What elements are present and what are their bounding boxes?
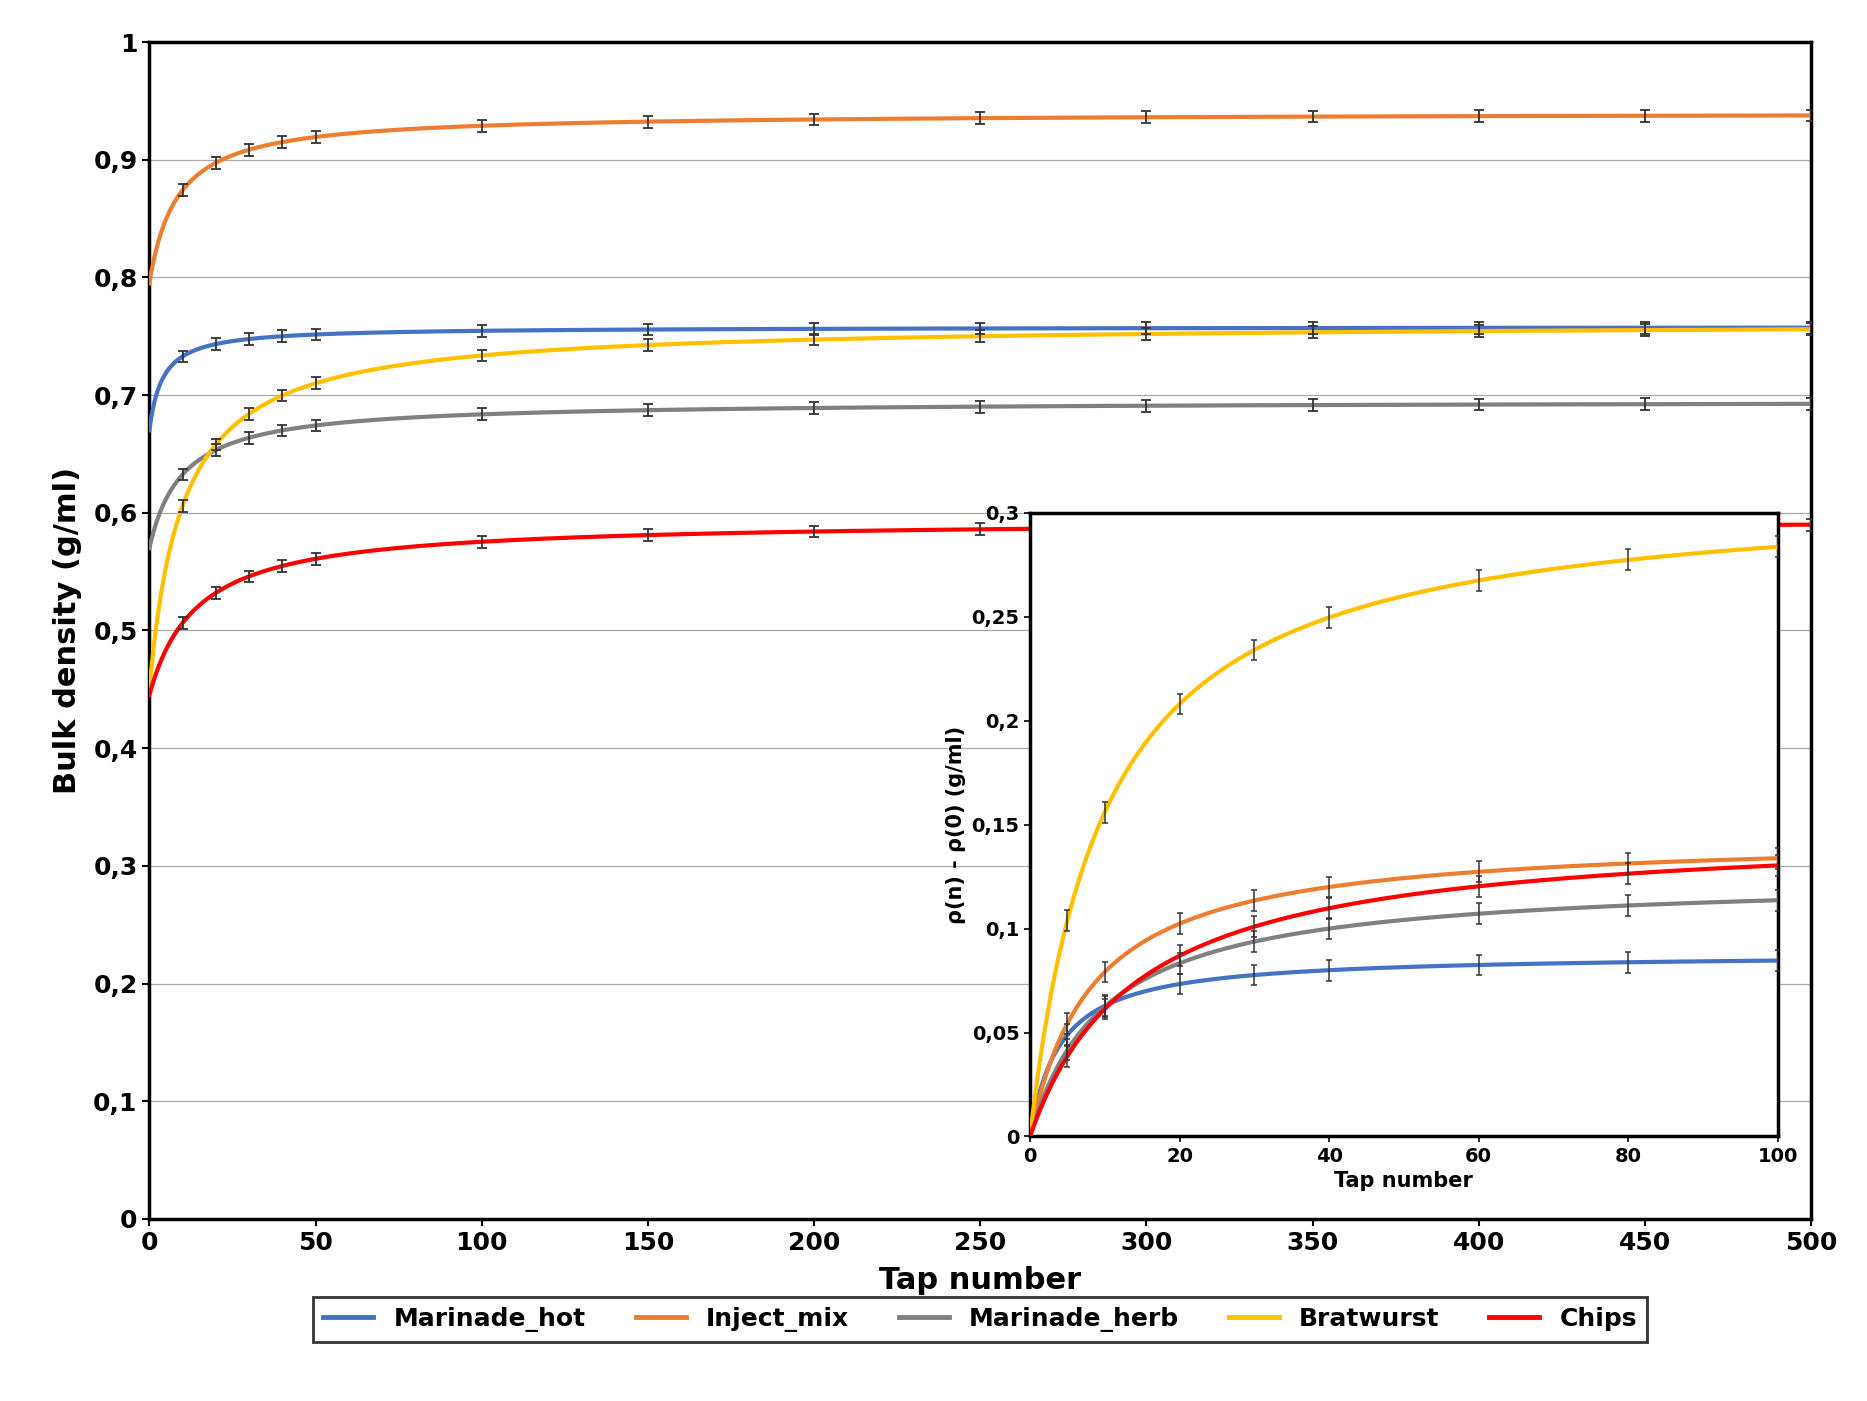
- Legend: Marinade_hot, Inject_mix, Marinade_herb, Bratwurst, Chips: Marinade_hot, Inject_mix, Marinade_herb,…: [314, 1297, 1647, 1342]
- X-axis label: Tap number: Tap number: [879, 1265, 1081, 1295]
- Y-axis label: Bulk density (g/ml): Bulk density (g/ml): [52, 467, 82, 794]
